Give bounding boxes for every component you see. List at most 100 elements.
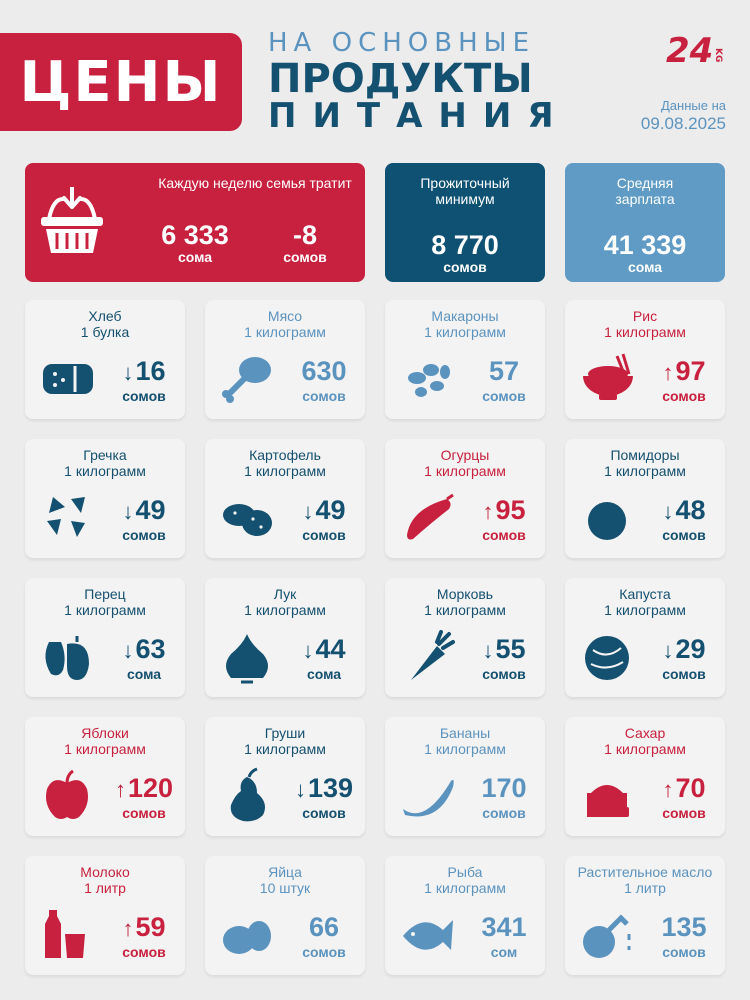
- product-name: Груши: [264, 725, 306, 741]
- product-card: Морковь 1 килограмм ↓55 сомов: [385, 578, 545, 697]
- product-quantity: 1 килограмм: [64, 602, 146, 618]
- product-card: Бананы 1 килограмм 170 сомов: [385, 717, 545, 836]
- product-card: Растительное масло 1 литр 135 сомов: [565, 856, 725, 975]
- product-quantity: 1 литр: [624, 880, 666, 896]
- product-quantity: 1 килограмм: [64, 741, 146, 757]
- product-price: ↓44: [285, 634, 363, 666]
- product-name: Рис: [632, 308, 658, 324]
- product-name: Бананы: [439, 725, 491, 741]
- product-name: Сахар: [624, 725, 666, 741]
- product-name: Растительное масло: [577, 864, 713, 880]
- product-price-unit: сомов: [122, 944, 166, 960]
- product-card: Капуста 1 килограмм ↓29 сомов: [565, 578, 725, 697]
- product-quantity: 1 килограмм: [244, 741, 326, 757]
- product-quantity: 1 килограмм: [64, 463, 146, 479]
- logo-24kg-icon: 24 KG: [666, 31, 723, 68]
- cabbage-icon: [585, 636, 629, 680]
- salary-value: 41 339: [603, 230, 687, 260]
- product-card: Мясо 1 килограмм 630 сомов: [205, 300, 365, 419]
- product-price-unit: сомов: [662, 805, 706, 821]
- product-quantity: 1 килограмм: [424, 602, 506, 618]
- weekly-change-block: -8 сомов: [265, 221, 345, 265]
- product-name: Перец: [84, 586, 126, 602]
- product-price-value: 95: [495, 495, 526, 525]
- product-quantity: 1 булка: [80, 324, 130, 340]
- product-card: Яйца 10 штук 66 сомов: [205, 856, 365, 975]
- tomato-icon: [588, 502, 626, 540]
- eggs-icon: [223, 921, 271, 954]
- product-quantity: 1 килограмм: [604, 741, 686, 757]
- title-line-3: ПИТАНИЯ: [268, 96, 570, 136]
- basket-icon: [41, 187, 103, 253]
- trend-up-icon: ↑: [662, 777, 674, 802]
- product-name: Капуста: [619, 586, 671, 602]
- title-badge: ЦЕНЫ: [0, 33, 242, 131]
- product-price-value: 59: [135, 912, 166, 942]
- product-price-value: 48: [675, 495, 706, 525]
- product-price-unit: сомов: [122, 805, 166, 821]
- product-price: ↓139: [285, 773, 363, 805]
- product-price-unit: сомов: [482, 666, 526, 682]
- product-price-unit: сомов: [662, 666, 706, 682]
- product-price-value: 57: [488, 356, 520, 386]
- product-price-value: 66: [308, 912, 340, 942]
- product-name: Мясо: [267, 308, 303, 324]
- product-quantity: 1 килограмм: [244, 324, 326, 340]
- product-name: Яйца: [268, 864, 302, 880]
- trend-down-icon: ↓: [662, 638, 674, 663]
- product-price-unit: сома: [126, 666, 162, 682]
- product-price-value: 55: [495, 634, 526, 664]
- product-quantity: 1 килограмм: [424, 880, 506, 896]
- date-label: Данные на: [661, 98, 726, 113]
- milk-icon: [45, 910, 85, 958]
- product-price: ↓48: [645, 495, 723, 527]
- weekly-title: Каждую неделю семья тратит: [158, 175, 352, 191]
- product-price: ↑95: [465, 495, 543, 527]
- product-quantity: 1 литр: [84, 880, 126, 896]
- banana-icon: [403, 779, 454, 817]
- min-value: 8 770: [431, 230, 499, 260]
- sugar-icon: [587, 785, 629, 817]
- meat-icon: [222, 357, 271, 403]
- svg-text:24: 24: [666, 31, 713, 68]
- trend-down-icon: ↓: [122, 499, 134, 524]
- product-quantity: 10 штук: [259, 880, 311, 896]
- product-price: 341: [465, 912, 543, 942]
- trend-down-icon: ↓: [122, 360, 134, 385]
- product-price: ↓16: [105, 356, 183, 388]
- product-price-value: 139: [307, 773, 354, 803]
- product-price-value: 341: [481, 912, 527, 942]
- product-price-unit: сомов: [662, 527, 706, 543]
- product-card: Рыба 1 килограмм 341 сом: [385, 856, 545, 975]
- product-price: 135: [645, 912, 723, 942]
- oil-icon: [583, 914, 631, 958]
- product-price: ↑120: [105, 773, 183, 805]
- potato-icon: [223, 504, 272, 536]
- product-price-value: 44: [315, 634, 346, 664]
- product-price-value: 170: [481, 773, 527, 803]
- product-price: ↑59: [105, 912, 183, 944]
- weekly-spend-card: Каждую неделю семья тратит 6 333 сома -8…: [25, 163, 365, 282]
- product-name: Макароны: [431, 308, 499, 324]
- carrot-icon: [411, 630, 455, 680]
- product-price-unit: сомов: [302, 805, 346, 821]
- trend-up-icon: ↑: [114, 777, 126, 802]
- product-card: Картофель 1 килограмм ↓49 сомов: [205, 439, 365, 558]
- product-price-value: 49: [315, 495, 346, 525]
- product-price-value: 49: [135, 495, 166, 525]
- product-name: Морковь: [436, 586, 494, 602]
- pear-icon: [230, 767, 265, 822]
- trend-down-icon: ↓: [302, 638, 314, 663]
- product-price-unit: сомов: [302, 388, 346, 404]
- product-quantity: 1 килограмм: [604, 463, 686, 479]
- buckwheat-icon: [47, 497, 85, 537]
- bread-icon: [43, 364, 93, 394]
- cucumber-icon: [407, 493, 454, 540]
- product-price-unit: сома: [306, 666, 342, 682]
- product-price: ↓49: [105, 495, 183, 527]
- product-card: Помидоры 1 килограмм ↓48 сомов: [565, 439, 725, 558]
- product-price: ↓29: [645, 634, 723, 666]
- weekly-change: -8: [292, 220, 317, 250]
- product-name: Помидоры: [610, 447, 680, 463]
- product-price-unit: сомов: [482, 388, 526, 404]
